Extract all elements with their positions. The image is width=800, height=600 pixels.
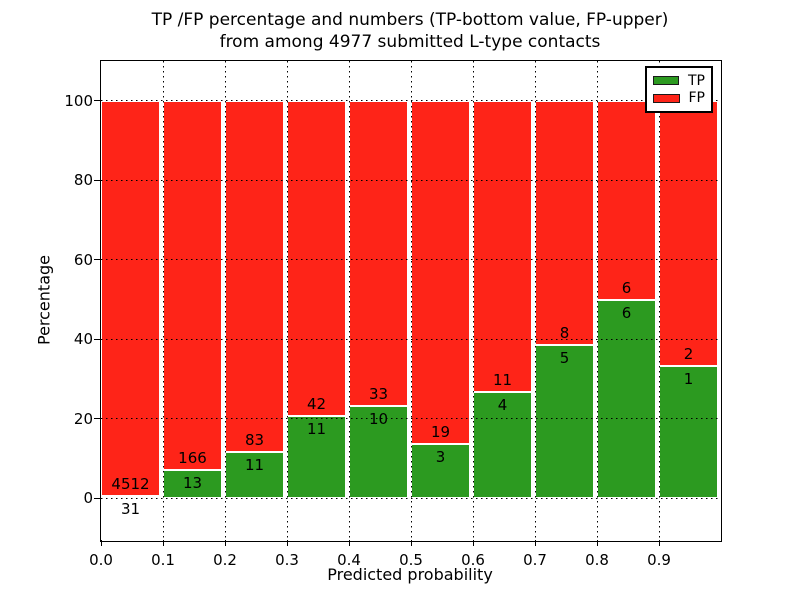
fp-bar-segment: [163, 100, 222, 470]
tp-count-label: 1: [683, 369, 694, 388]
legend: TP FP: [645, 66, 713, 113]
vertical-gridline: [534, 61, 536, 541]
fp-bar-segment: [535, 100, 594, 346]
fp-count-label: 11: [492, 371, 513, 390]
x-tick-mark: [472, 540, 474, 546]
chart-title-line2: from among 4977 submitted L-type contact…: [219, 32, 601, 52]
x-axis-label: Predicted probability: [327, 565, 493, 584]
y-tick-label: 20: [73, 409, 93, 428]
x-tick-label: 0.2: [213, 551, 237, 569]
y-tick-mark: [94, 418, 100, 420]
x-tick-mark: [596, 540, 598, 546]
tp-count-label: 3: [435, 448, 446, 467]
tp-bar-segment: [287, 415, 346, 499]
x-tick-label: 0.6: [461, 551, 485, 569]
x-tick-mark: [100, 540, 102, 546]
x-tick-label: 0.8: [585, 551, 609, 569]
fp-count-label: 4512: [111, 474, 150, 493]
y-tick-label: 100: [64, 91, 93, 110]
chart-title-line1: TP /FP percentage and numbers (TP-bottom…: [151, 10, 669, 30]
x-tick-mark: [658, 540, 660, 546]
y-tick-label: 0: [83, 489, 93, 508]
x-tick-mark: [348, 540, 350, 546]
tp-bar-segment: [597, 299, 656, 499]
fp-legend-swatch: [653, 93, 680, 103]
tp-count-label: 13: [182, 473, 203, 492]
x-tick-mark: [286, 540, 288, 546]
fp-count-label: 2: [683, 344, 694, 363]
y-tick-mark: [94, 100, 100, 102]
chart-title: TP /FP percentage and numbers (TP-bottom…: [90, 9, 730, 53]
legend-entry-fp: FP: [653, 91, 705, 105]
tp-legend-label: TP: [688, 72, 705, 89]
vertical-gridline: [224, 61, 226, 541]
fp-count-label: 8: [559, 324, 570, 343]
tp-count-label: 6: [621, 303, 632, 322]
fp-count-label: 33: [368, 384, 389, 403]
fp-bar-segment: [287, 100, 346, 416]
y-tick-label: 40: [73, 330, 93, 349]
x-tick-label: 0.7: [523, 551, 547, 569]
vertical-gridline: [658, 61, 660, 541]
x-tick-mark: [534, 540, 536, 546]
x-tick-mark: [162, 540, 164, 546]
tp-bar-segment: [411, 444, 470, 499]
x-tick-label: 0.9: [647, 551, 671, 569]
vertical-gridline: [596, 61, 598, 541]
fp-count-label: 19: [430, 423, 451, 442]
fp-bar-segment: [349, 100, 408, 406]
y-tick-label: 80: [73, 171, 93, 190]
vertical-gridline: [410, 61, 412, 541]
fp-bar-segment: [597, 100, 656, 300]
fp-bar-segment: [101, 100, 160, 496]
legend-entry-tp: TP: [653, 74, 705, 88]
fp-bar-segment: [411, 100, 470, 445]
fp-count-label: 83: [244, 430, 265, 449]
tp-bar-segment: [659, 365, 718, 499]
x-tick-label: 0.5: [399, 551, 423, 569]
fp-count-label: 6: [621, 278, 632, 297]
tp-count-label: 4: [497, 396, 508, 415]
y-tick-label: 60: [73, 250, 93, 269]
vertical-gridline: [162, 61, 164, 541]
x-tick-label: 0.4: [337, 551, 361, 569]
fp-count-label: 166: [178, 448, 207, 467]
fp-bar-segment: [659, 100, 718, 366]
tp-bar-segment: [535, 345, 594, 499]
tp-count-label: 11: [306, 419, 327, 438]
tp-count-label: 31: [120, 499, 141, 518]
fp-bar-segment: [473, 100, 532, 393]
x-tick-label: 0.0: [89, 551, 113, 569]
y-tick-mark: [94, 259, 100, 261]
plot-area: 4512 31 166 13 83 11 42 11 33 10 19 3 11 4 8 5 6 6 2 1 0.0 0.…: [64, 60, 722, 569]
vertical-gridline: [286, 61, 288, 541]
fp-count-label: 42: [306, 394, 327, 413]
x-tick-label: 0.1: [151, 551, 175, 569]
tp-count-label: 10: [368, 409, 389, 428]
fp-legend-label: FP: [688, 90, 706, 107]
vertical-gridline: [348, 61, 350, 541]
fp-bar-segment: [225, 100, 284, 452]
x-tick-mark: [410, 540, 412, 546]
y-tick-mark: [94, 497, 100, 499]
x-tick-mark: [224, 540, 226, 546]
tp-count-label: 11: [244, 455, 265, 474]
x-tick-label: 0.3: [275, 551, 299, 569]
y-tick-mark: [94, 338, 100, 340]
tp-bar-segment: [349, 405, 408, 499]
vertical-gridline: [472, 61, 474, 541]
tp-bar-segment: [473, 392, 532, 499]
y-tick-mark: [94, 179, 100, 181]
tp-legend-swatch: [653, 76, 679, 86]
tp-count-label: 5: [559, 349, 570, 368]
